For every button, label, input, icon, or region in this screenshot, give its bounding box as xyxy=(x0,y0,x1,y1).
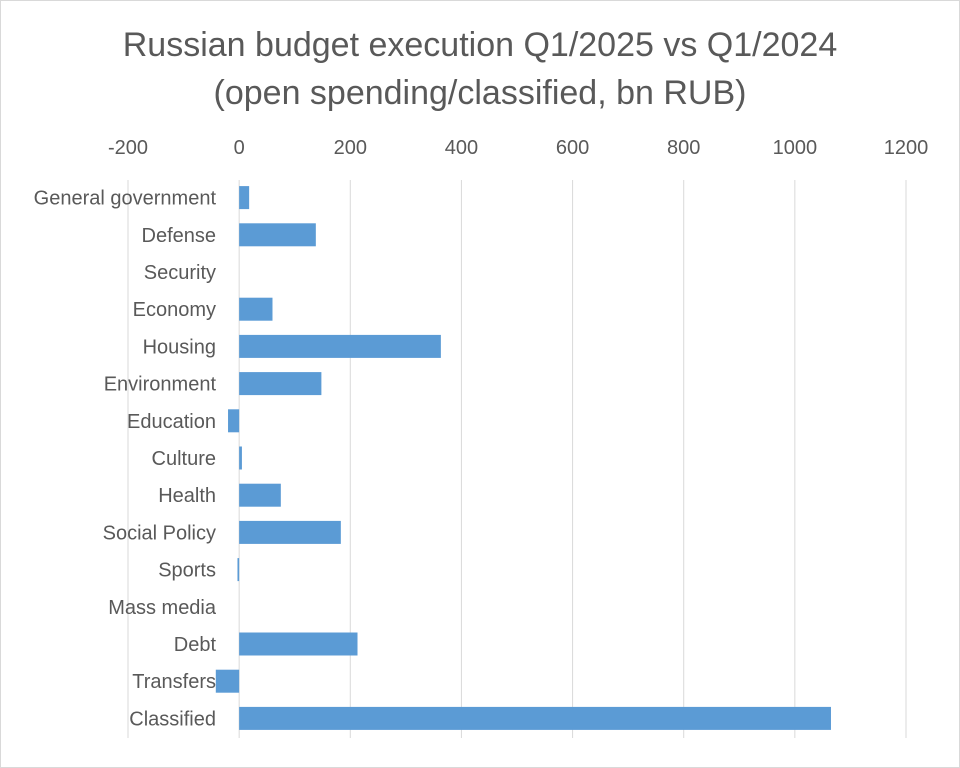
bar xyxy=(239,334,441,358)
bar xyxy=(239,632,358,656)
chart-title: Russian budget execution Q1/2025 vs Q1/2… xyxy=(122,26,838,64)
x-tick-label: 400 xyxy=(445,137,478,159)
category-label: Economy xyxy=(133,299,216,321)
category-label: Health xyxy=(158,485,216,507)
category-label: Social Policy xyxy=(103,522,216,544)
bar xyxy=(239,223,316,247)
bars xyxy=(215,186,831,730)
bar xyxy=(239,483,281,507)
x-tick-label: 600 xyxy=(556,137,589,159)
bar xyxy=(215,669,240,693)
bar xyxy=(239,520,341,544)
x-axis-tick-labels: -200 0 200 400 600 800 1000 1200 xyxy=(108,137,928,159)
bar xyxy=(239,186,250,210)
category-label: Transfers xyxy=(132,671,216,693)
x-tick-label: 800 xyxy=(667,137,700,159)
category-label: Defense xyxy=(142,225,217,247)
category-label: Sports xyxy=(158,560,216,582)
bar xyxy=(239,706,831,730)
x-tick-label: 200 xyxy=(334,137,367,159)
x-tick-label: 1000 xyxy=(773,137,818,159)
category-label: Education xyxy=(127,411,216,433)
chart-subtitle: (open spending/classified, bn RUB) xyxy=(213,74,747,112)
category-label: Security xyxy=(144,262,216,284)
x-tick-label: 1200 xyxy=(884,137,929,159)
category-label: Culture xyxy=(152,448,216,470)
category-label: Housing xyxy=(143,336,216,358)
x-tick-label: 0 xyxy=(234,137,245,159)
bar xyxy=(237,558,240,582)
x-tick-label: -200 xyxy=(108,137,148,159)
bar xyxy=(239,446,242,470)
bar xyxy=(239,372,322,396)
category-labels: General government Defense Security Economy… xyxy=(34,188,217,731)
category-label: General government xyxy=(34,188,217,210)
bar xyxy=(228,409,240,433)
category-label: Debt xyxy=(174,634,217,656)
category-label: Mass media xyxy=(108,597,217,619)
bar xyxy=(239,297,273,321)
category-label: Environment xyxy=(104,374,217,396)
category-label: Classified xyxy=(129,708,216,730)
